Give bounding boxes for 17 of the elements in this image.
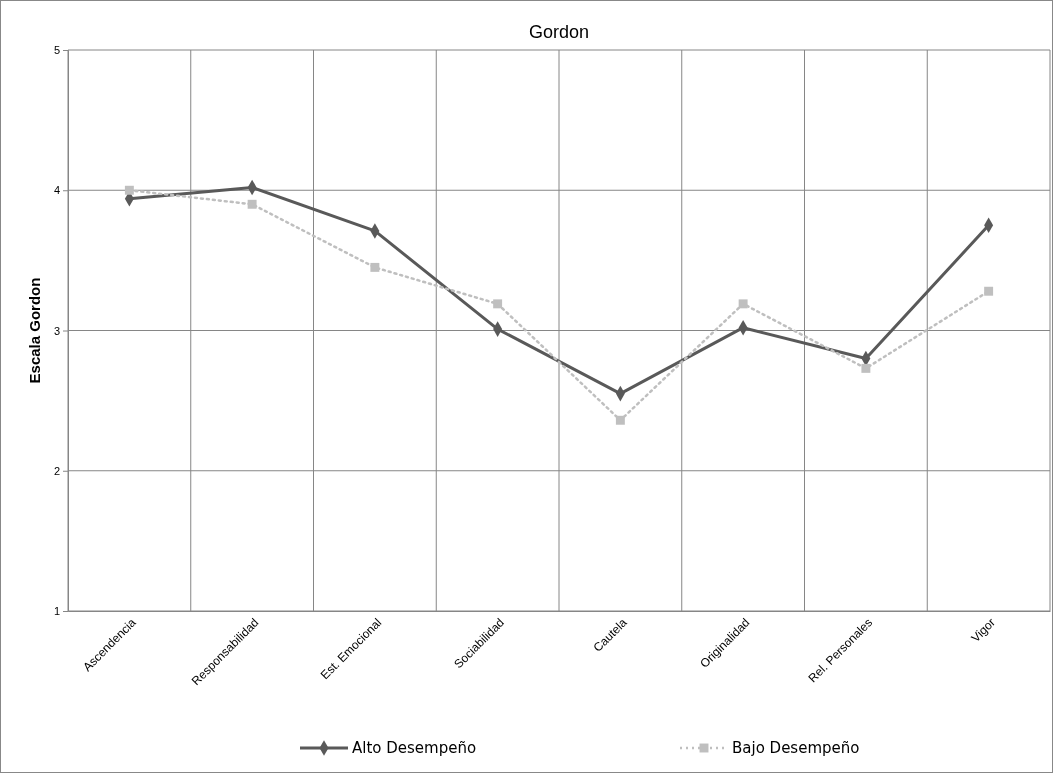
point: [738, 299, 748, 309]
point: [984, 286, 994, 296]
y-tick-label: 3: [53, 324, 60, 337]
y-tick-label: 1: [53, 605, 60, 618]
y-tick-label: 2: [53, 464, 60, 477]
point: [615, 415, 625, 425]
chart-title: Gordon: [528, 22, 590, 42]
y-tick-label: 4: [53, 184, 60, 197]
y-tick-label: 5: [53, 44, 60, 57]
point: [370, 262, 380, 272]
legend-label: Bajo Desempeño: [732, 739, 860, 758]
point: [247, 199, 257, 209]
legend-label: Alto Desempeño: [352, 739, 477, 758]
point: [493, 299, 503, 309]
y-axis-title: Escala Gordon: [26, 277, 43, 384]
point: [124, 185, 134, 195]
point: [861, 363, 871, 373]
